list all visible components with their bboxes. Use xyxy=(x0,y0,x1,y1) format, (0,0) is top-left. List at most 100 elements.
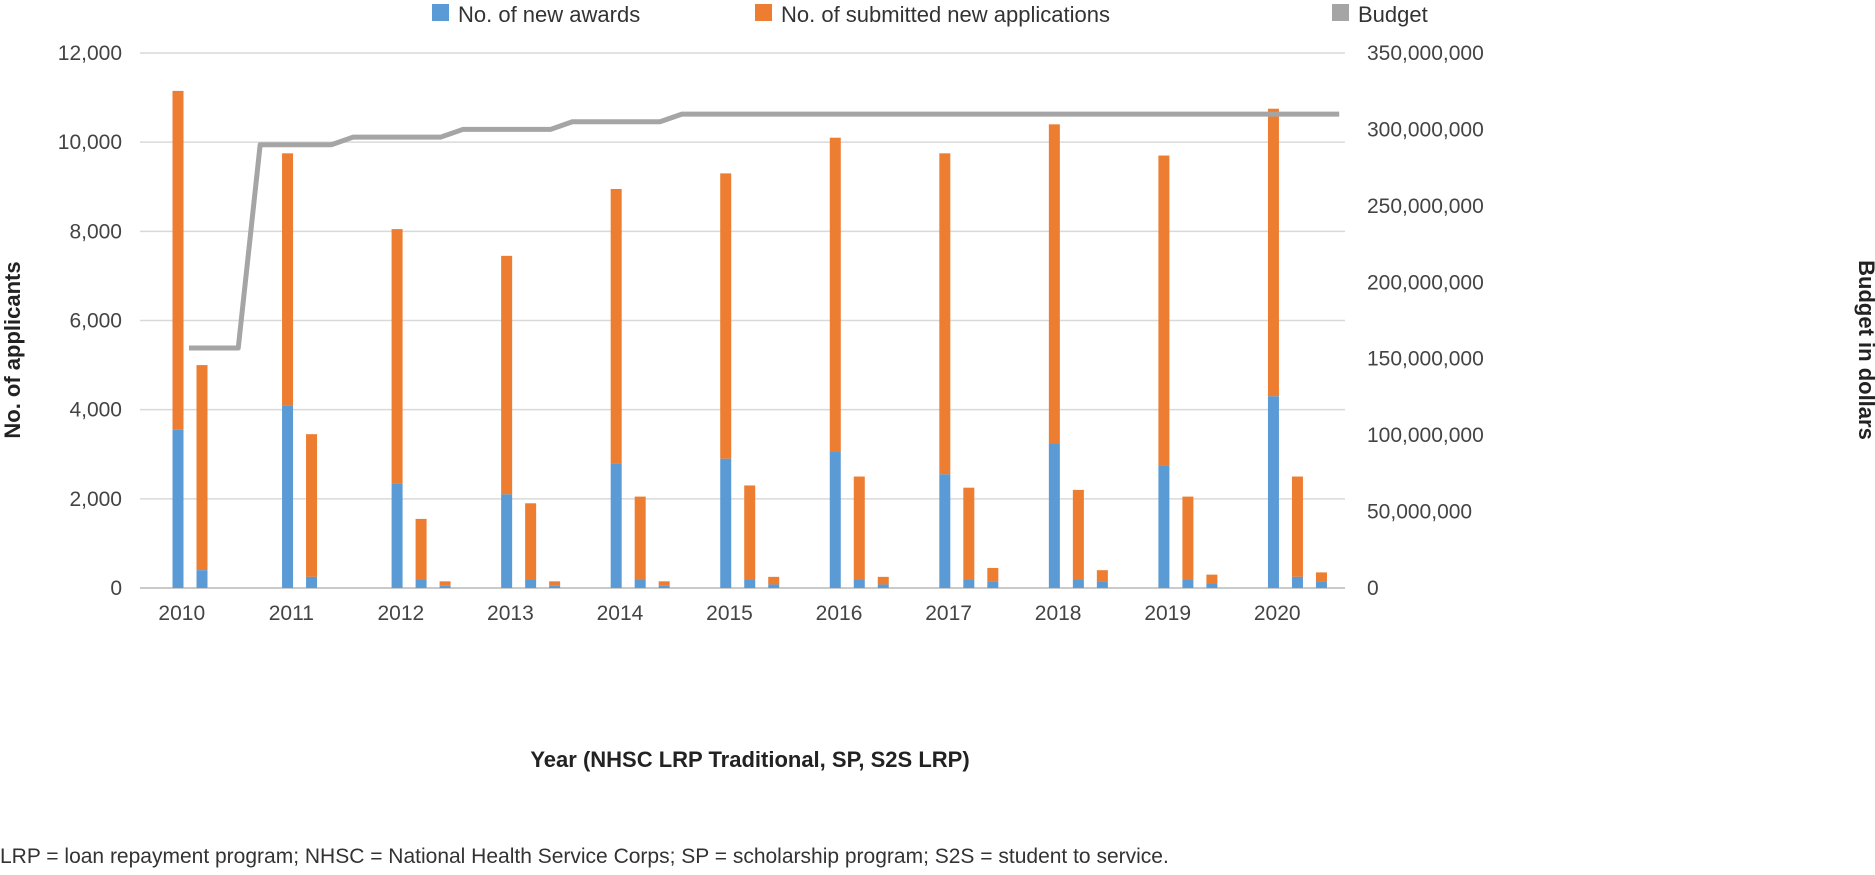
legend-swatch-submitted-applications xyxy=(755,4,772,21)
bar-new-awards-2018-0 xyxy=(1048,443,1060,588)
y2-tick-label: 100,000,000 xyxy=(1367,424,1484,447)
bar-new-awards-2011-1 xyxy=(306,576,318,588)
x-tick-label-2016: 2016 xyxy=(816,602,863,625)
x-tick-label-2014: 2014 xyxy=(597,602,644,625)
bar-submitted-applications-2017-1 xyxy=(963,487,975,580)
y-tick-label: 10,000 xyxy=(58,131,122,154)
bar-new-awards-2015-0 xyxy=(720,458,732,588)
bar-new-awards-2017-2 xyxy=(987,581,999,588)
y2-tick-label: 200,000,000 xyxy=(1367,271,1484,294)
bar-new-awards-2014-0 xyxy=(610,463,622,588)
bar-submitted-applications-2017-2 xyxy=(987,567,999,582)
bar-new-awards-2012-2 xyxy=(439,585,451,588)
x-axis-ticks: 2010 2011 2012 2013 2014 2015 2016 2017 2018 2019… xyxy=(158,602,1300,625)
bar-new-awards-2016-2 xyxy=(877,584,889,588)
bar-submitted-applications-2020-1 xyxy=(1291,476,1303,577)
legend-label-budget: Budget xyxy=(1358,2,1428,27)
bar-submitted-applications-2015-1 xyxy=(744,485,756,580)
bar-submitted-applications-2017-0 xyxy=(939,153,951,475)
bar-submitted-applications-2012-2 xyxy=(439,581,451,586)
y-tick-label: 6,000 xyxy=(69,310,122,333)
legend-swatch-new-awards xyxy=(432,4,449,21)
x-tick-label-2010: 2010 xyxy=(158,602,205,625)
budget-line-group xyxy=(188,111,1340,351)
footnote: LRP = loan repayment program; NHSC = Nat… xyxy=(0,845,1169,868)
y-axis-left-title: No. of applicants xyxy=(0,261,25,438)
bar-submitted-applications-2012-1 xyxy=(415,518,427,580)
bar-new-awards-2012-0 xyxy=(391,483,403,588)
bar-submitted-applications-2016-2 xyxy=(877,576,889,585)
y-tick-label: 12,000 xyxy=(58,42,122,65)
bar-submitted-applications-2016-0 xyxy=(829,137,841,453)
bar-submitted-applications-2014-1 xyxy=(634,496,646,580)
bar-submitted-applications-2015-2 xyxy=(768,576,780,585)
bar-submitted-applications-2015-0 xyxy=(720,173,732,459)
bar-submitted-applications-2018-0 xyxy=(1048,124,1060,444)
bar-new-awards-2012-1 xyxy=(415,579,427,588)
bar-submitted-applications-2019-2 xyxy=(1206,574,1218,584)
legend-swatch-budget xyxy=(1332,4,1349,21)
y-tick-label: 4,000 xyxy=(69,399,122,422)
bar-new-awards-2010-1 xyxy=(196,570,208,588)
x-tick-label-2013: 2013 xyxy=(487,602,534,625)
x-tick-label-2012: 2012 xyxy=(378,602,425,625)
bar-submitted-applications-2010-0 xyxy=(172,90,184,430)
x-tick-label-2019: 2019 xyxy=(1144,602,1191,625)
y-axis-right-title: Budget in dollars xyxy=(1854,260,1875,440)
bar-new-awards-2015-1 xyxy=(744,579,756,588)
x-tick-label-2017: 2017 xyxy=(925,602,972,625)
x-tick-label-2020: 2020 xyxy=(1254,602,1301,625)
bar-new-awards-2019-1 xyxy=(1182,579,1194,588)
bar-new-awards-2014-2 xyxy=(658,585,670,588)
y-axis-right-ticks: 0 50,000,000 100,000,000 150,000,000 200,000… xyxy=(1367,42,1484,600)
x-tick-label-2011: 2011 xyxy=(269,602,314,625)
bar-submitted-applications-2011-0 xyxy=(282,153,294,406)
bar-new-awards-2013-0 xyxy=(501,494,513,588)
bar-submitted-applications-2010-1 xyxy=(196,365,208,571)
bar-new-awards-2018-2 xyxy=(1096,581,1108,588)
bar-new-awards-2016-1 xyxy=(853,579,865,588)
bar-submitted-applications-2013-1 xyxy=(525,503,537,580)
bar-new-awards-2020-2 xyxy=(1315,581,1327,588)
budget-line xyxy=(188,111,1340,351)
x-axis-title: Year (NHSC LRP Traditional, SP, S2S LRP) xyxy=(530,747,969,772)
y2-tick-label: 250,000,000 xyxy=(1367,195,1484,218)
bar-new-awards-2017-0 xyxy=(939,474,951,588)
bar-new-awards-2017-1 xyxy=(963,579,975,588)
bar-submitted-applications-2013-2 xyxy=(549,581,561,586)
y2-tick-label: 50,000,000 xyxy=(1367,501,1472,524)
y-tick-label: 2,000 xyxy=(69,488,122,511)
y2-tick-label: 350,000,000 xyxy=(1367,42,1484,65)
y-tick-label: 8,000 xyxy=(69,220,122,243)
y2-tick-label: 0 xyxy=(1367,577,1379,600)
bar-new-awards-2014-1 xyxy=(634,579,646,588)
bar-submitted-applications-2014-2 xyxy=(658,581,670,586)
bar-submitted-applications-2019-0 xyxy=(1158,155,1170,466)
legend-label-new-awards: No. of new awards xyxy=(458,2,640,27)
bar-new-awards-2016-0 xyxy=(829,452,841,588)
bars xyxy=(172,90,1327,588)
bar-new-awards-2018-1 xyxy=(1072,579,1084,588)
y2-tick-label: 300,000,000 xyxy=(1367,118,1484,141)
bar-submitted-applications-2016-1 xyxy=(853,476,865,580)
bar-new-awards-2010-0 xyxy=(172,429,184,588)
legend-label-submitted-applications: No. of submitted new applications xyxy=(781,2,1110,27)
bar-submitted-applications-2011-1 xyxy=(306,434,318,577)
y-tick-label: 0 xyxy=(110,577,122,600)
bar-submitted-applications-2014-0 xyxy=(610,188,622,464)
bar-submitted-applications-2018-1 xyxy=(1072,489,1084,580)
legend: No. of new awards No. of submitted new a… xyxy=(432,2,1428,27)
bar-submitted-applications-2018-2 xyxy=(1096,570,1108,582)
bar-new-awards-2013-1 xyxy=(525,579,537,588)
bar-submitted-applications-2020-0 xyxy=(1267,108,1279,397)
bar-new-awards-2013-2 xyxy=(549,585,561,588)
bar-new-awards-2019-2 xyxy=(1206,583,1218,588)
bar-submitted-applications-2019-1 xyxy=(1182,496,1194,580)
bar-new-awards-2019-0 xyxy=(1158,465,1170,588)
y2-tick-label: 150,000,000 xyxy=(1367,348,1484,371)
x-tick-label-2018: 2018 xyxy=(1035,602,1082,625)
x-tick-label-2015: 2015 xyxy=(706,602,753,625)
bar-new-awards-2020-1 xyxy=(1291,576,1303,588)
bar-submitted-applications-2013-0 xyxy=(501,255,513,495)
